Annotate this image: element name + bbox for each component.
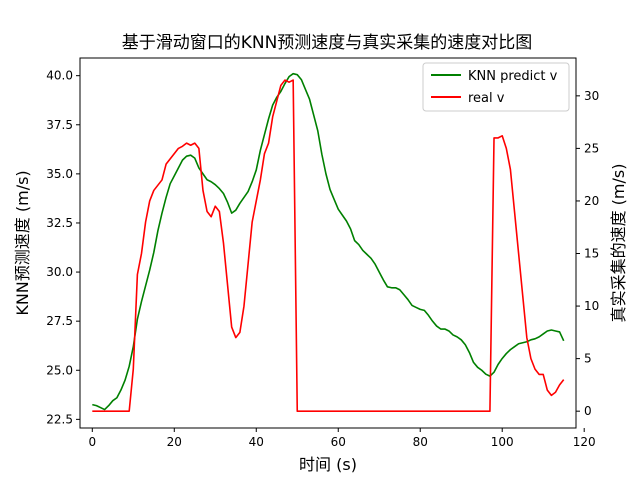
x-tick-label: 0 [88,435,96,449]
chart-title: 基于滑动窗口的KNN预测速度与真实采集的速度对比图 [122,33,533,53]
x-axis-label: 时间 (s) [299,455,357,474]
series-line-knn-predict [92,72,565,411]
y-tick-label-right: 5 [584,352,592,366]
plot-frame [79,57,577,429]
y-tick-label-right: 25 [584,141,599,155]
x-tick-label: 40 [249,435,264,449]
y-tick-label-left: 30.0 [46,265,73,279]
x-tick-label: 100 [491,435,514,449]
y-tick-label-left: 32.5 [46,216,73,230]
ticks-layer: 0 20 40 60 80 100 12022.525.027.530.032.535.03… [46,69,599,449]
y-tick-label-left: 25.0 [46,363,73,377]
x-tick-label: 60 [331,435,346,449]
y-axis-label-right: 真实采集的速度 (m/s) [609,164,628,323]
y-tick-label-right: 0 [584,404,592,418]
legend-label-real: real v [468,91,505,106]
x-tick-label: 120 [573,435,596,449]
legend: KNN predict v real v [422,62,570,112]
series-layer [92,72,565,412]
y-tick-label-right: 15 [584,247,599,261]
y-axis-label-left: KNN预测速度 (m/s) [13,170,32,315]
series-line-real-v [92,79,565,412]
legend-label-knn: KNN predict v [468,69,558,84]
y-tick-label-right: 10 [584,299,599,313]
x-tick-label: 80 [413,435,428,449]
x-tick-label: 20 [167,435,182,449]
y-tick-label-left: 27.5 [46,314,73,328]
y-tick-label-left: 40.0 [46,69,73,83]
y-tick-label-right: 20 [584,194,599,208]
plot-area [80,58,576,428]
y-tick-label-left: 22.5 [46,412,73,426]
y-tick-label-right: 30 [584,89,599,103]
y-tick-label-left: 35.0 [46,167,73,181]
y-tick-label-left: 37.5 [46,118,73,132]
